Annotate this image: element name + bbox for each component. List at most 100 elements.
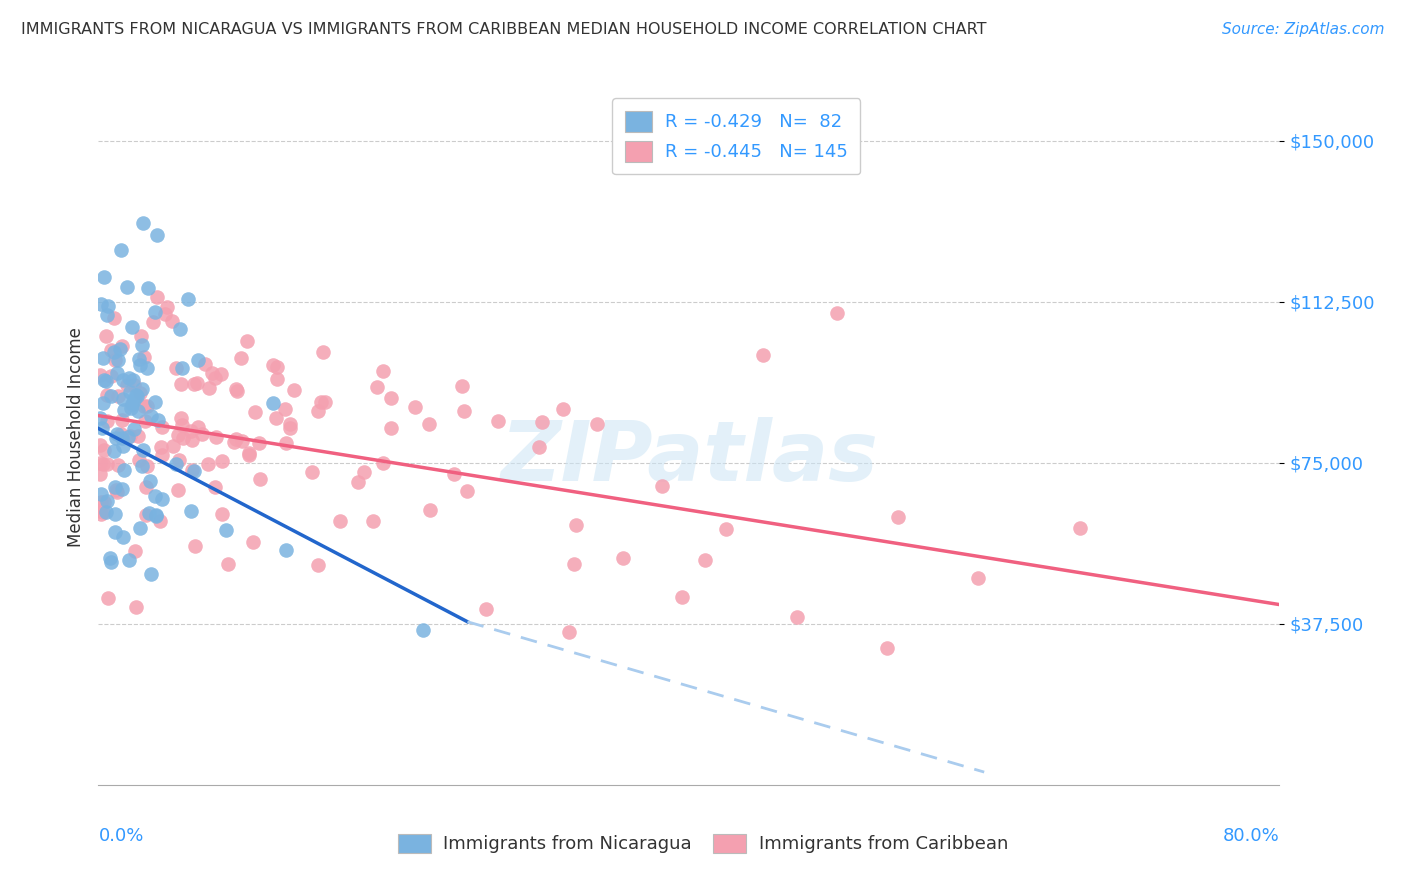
Point bbox=[103, 311, 125, 326]
Point bbox=[266, 372, 288, 386]
Point bbox=[165, 458, 187, 472]
Point bbox=[278, 421, 301, 435]
Point bbox=[131, 338, 153, 352]
Point bbox=[183, 464, 205, 478]
Point bbox=[131, 216, 153, 230]
Point bbox=[180, 503, 202, 517]
Point bbox=[825, 305, 848, 319]
Point bbox=[247, 435, 270, 450]
Text: IMMIGRANTS FROM NICARAGUA VS IMMIGRANTS FROM CARIBBEAN MEDIAN HOUSEHOLD INCOME C: IMMIGRANTS FROM NICARAGUA VS IMMIGRANTS … bbox=[21, 22, 987, 37]
Point bbox=[314, 395, 336, 409]
Point bbox=[103, 444, 125, 458]
Point bbox=[443, 467, 465, 482]
Point bbox=[111, 339, 134, 353]
Point bbox=[96, 308, 118, 322]
Point bbox=[120, 401, 142, 415]
Point bbox=[112, 403, 135, 417]
Point bbox=[172, 360, 194, 375]
Point bbox=[887, 510, 910, 524]
Point bbox=[96, 457, 118, 471]
Point bbox=[128, 453, 150, 467]
Point bbox=[136, 458, 159, 473]
Point bbox=[194, 357, 217, 371]
Point bbox=[111, 530, 134, 544]
Point bbox=[110, 243, 132, 257]
Point bbox=[204, 371, 226, 385]
Point bbox=[135, 508, 157, 522]
Point bbox=[150, 448, 173, 462]
Point bbox=[129, 521, 152, 535]
Point bbox=[136, 281, 159, 295]
Point bbox=[115, 377, 138, 392]
Point bbox=[107, 458, 129, 472]
Point bbox=[558, 625, 581, 640]
Point bbox=[217, 557, 239, 571]
Point bbox=[104, 525, 127, 540]
Point bbox=[89, 467, 111, 482]
Text: 0.0%: 0.0% bbox=[98, 827, 143, 845]
Point bbox=[752, 349, 775, 363]
Point bbox=[89, 368, 111, 382]
Point bbox=[93, 443, 115, 458]
Point bbox=[100, 388, 122, 402]
Point bbox=[353, 465, 375, 479]
Point bbox=[786, 610, 808, 624]
Point bbox=[262, 358, 284, 372]
Point bbox=[132, 399, 155, 413]
Point bbox=[309, 395, 332, 409]
Point bbox=[105, 485, 128, 500]
Point bbox=[186, 376, 208, 390]
Point bbox=[167, 428, 190, 442]
Point bbox=[105, 483, 128, 497]
Point bbox=[418, 417, 440, 431]
Point bbox=[274, 402, 297, 417]
Point bbox=[311, 344, 333, 359]
Point bbox=[231, 434, 253, 448]
Point bbox=[474, 602, 496, 616]
Point bbox=[136, 361, 159, 376]
Point bbox=[93, 373, 115, 387]
Point bbox=[651, 479, 673, 493]
Point bbox=[90, 487, 112, 501]
Point bbox=[91, 457, 114, 471]
Point bbox=[262, 396, 284, 410]
Point bbox=[380, 391, 402, 405]
Point bbox=[209, 367, 232, 381]
Point bbox=[245, 405, 267, 419]
Legend: Immigrants from Nicaragua, Immigrants from Caribbean: Immigrants from Nicaragua, Immigrants fr… bbox=[391, 827, 1015, 861]
Point bbox=[222, 435, 245, 450]
Point bbox=[165, 361, 187, 376]
Point bbox=[205, 430, 228, 444]
Point bbox=[176, 292, 198, 306]
Point bbox=[156, 300, 179, 314]
Point bbox=[412, 624, 434, 638]
Point bbox=[380, 421, 402, 435]
Point bbox=[183, 540, 205, 554]
Point bbox=[187, 353, 209, 368]
Point bbox=[96, 414, 118, 428]
Point bbox=[105, 366, 128, 380]
Point bbox=[612, 551, 634, 566]
Point bbox=[89, 456, 111, 470]
Text: ZIPatlas: ZIPatlas bbox=[501, 417, 877, 499]
Point bbox=[145, 509, 167, 524]
Point bbox=[419, 502, 441, 516]
Point bbox=[242, 535, 264, 549]
Point bbox=[266, 360, 288, 375]
Point bbox=[307, 558, 329, 572]
Point bbox=[146, 290, 169, 304]
Point bbox=[127, 428, 149, 442]
Point bbox=[146, 228, 169, 243]
Point bbox=[91, 351, 114, 365]
Y-axis label: Median Household Income: Median Household Income bbox=[66, 327, 84, 547]
Point bbox=[197, 381, 219, 395]
Point bbox=[112, 463, 135, 477]
Point bbox=[187, 420, 209, 434]
Point bbox=[527, 440, 550, 454]
Point bbox=[301, 465, 323, 479]
Point bbox=[229, 351, 252, 365]
Point bbox=[714, 522, 737, 536]
Point bbox=[103, 345, 125, 359]
Point bbox=[121, 320, 143, 334]
Point bbox=[226, 384, 249, 398]
